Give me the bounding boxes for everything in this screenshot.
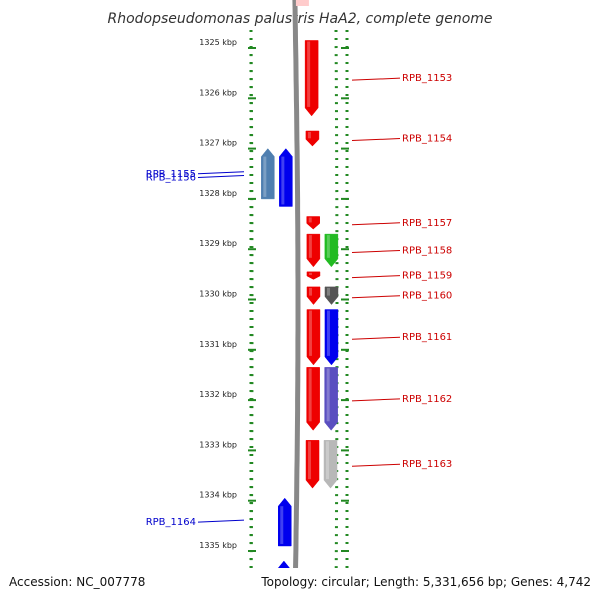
kbp-tick-label: 1334 kbp	[199, 491, 237, 500]
gene-arrow-g1153	[304, 40, 319, 117]
kbp-tick-label: 1326 kbp	[199, 88, 237, 97]
gene-leader-g1164	[197, 519, 245, 523]
gene-leader-g1154	[351, 138, 401, 142]
gene-leader-g1156	[197, 175, 245, 179]
gene-label-g1164: RPB_1164	[146, 517, 196, 528]
right-dotted-guide-arc	[334, 29, 339, 600]
gene-label-g1157: RPB_1157	[402, 218, 452, 229]
gene-arrow-g1163	[305, 440, 320, 489]
gene-label-g1153: RPB_1153	[402, 73, 452, 84]
gene-label-g1158: RPB_1158	[402, 245, 452, 256]
gene-arrow-g1164	[278, 497, 292, 547]
gene-highlight-g1162	[308, 368, 312, 422]
gene-arrow-g1158b	[324, 233, 339, 268]
gene-highlight-g1160	[308, 287, 312, 296]
dotted-guides	[249, 29, 349, 600]
gene-label-g1162: RPB_1162	[402, 394, 452, 405]
top-edge-fade	[295, 0, 309, 6]
gene-highlight-g1156	[281, 156, 285, 205]
kbp-tick-label: 1333 kbp	[199, 440, 237, 449]
gene-label-g1160: RPB_1160	[402, 291, 452, 302]
kbp-tick-label: 1327 kbp	[199, 139, 237, 148]
kbp-tick-label: 1331 kbp	[199, 340, 237, 349]
gene-arrow-g1160	[306, 286, 321, 305]
gene-highlight-g1154	[307, 131, 311, 139]
gene-label-g1155: RPB_1155	[146, 169, 196, 180]
gene-highlight-g1158b	[326, 235, 330, 258]
kbp-tick-label: 1329 kbp	[199, 239, 237, 248]
kbp-tick-label: 1335 kbp	[199, 541, 237, 550]
gene-arrow-g1163b	[323, 440, 338, 489]
gene-highlight-g1159	[308, 272, 312, 275]
gene-leader-g1158	[351, 249, 401, 253]
gene-highlight-g1161	[308, 310, 312, 356]
gene-arrow-g1157	[306, 216, 320, 230]
gene-label-g1163: RPB_1163	[402, 459, 452, 470]
kbp-tick-label: 1330 kbp	[199, 290, 237, 299]
gene-highlight-g1153	[307, 41, 311, 107]
gene-highlight-g1161b	[326, 310, 330, 356]
gene-leader-g1153	[351, 77, 401, 81]
gene-arrow-g1162	[306, 367, 320, 431]
gene-arrow-g1162b	[324, 367, 338, 431]
gene-arrow-g1158	[306, 233, 321, 268]
gene-arrow-g1160b	[324, 286, 339, 305]
kbp-tick-label: 1332 kbp	[199, 390, 237, 399]
gene-highlight-g1164	[280, 506, 284, 544]
gene-highlight-g1155	[263, 156, 267, 197]
kbp-tick-label: 1325 kbp	[199, 38, 237, 47]
gene-arrow-g1154	[305, 130, 320, 147]
gene-highlight-g1157	[308, 217, 312, 223]
gene-arrow-g1161b	[324, 309, 339, 366]
kbp-tick-label: 1328 kbp	[199, 189, 237, 198]
gene-highlight-g1162b	[326, 368, 330, 422]
gene-leader-g1163	[351, 463, 401, 467]
gene-label-g1154: RPB_1154	[402, 134, 452, 145]
gene-arrow-g1159	[306, 271, 321, 280]
topology-text: Topology: circular; Length: 5,331,656 bp…	[260, 575, 591, 589]
gene-leader-g1162	[351, 398, 401, 402]
footer-bg	[0, 568, 600, 600]
gene-label-g1161: RPB_1161	[402, 332, 452, 343]
gene-arrow-g1156	[279, 148, 293, 207]
gene-features	[261, 0, 339, 597]
gene-leader-g1157	[351, 222, 401, 226]
accession-text: Accession: NC_007778	[9, 575, 145, 589]
gene-arrow-g1155	[261, 148, 275, 200]
gene-highlight-g1163	[308, 441, 312, 480]
gene-leader-g1160	[351, 295, 401, 299]
gene-label-g1156: RPB_1156	[146, 173, 196, 184]
gene-label-g1159: RPB_1159	[402, 271, 452, 282]
genome-backbone	[292, 0, 301, 600]
gene-highlight-g1158	[308, 235, 312, 258]
gene-leader-g1159	[351, 275, 401, 279]
kbp-ticks: 1325 kbp 1326 kbp 1327 kbp 1328 kbp 1329 kbp…	[199, 38, 349, 552]
gene-leader-g1155	[197, 171, 245, 175]
gene-highlight-g1160b	[326, 287, 330, 296]
left-dotted-guide-arc	[249, 29, 254, 600]
gene-highlight-g1163b	[326, 441, 330, 480]
gene-leader-g1161	[351, 336, 401, 340]
gene-arrow-g1161	[306, 309, 321, 366]
map-title: Rhodopseudomonas palustris HaA2, complet…	[107, 11, 492, 27]
